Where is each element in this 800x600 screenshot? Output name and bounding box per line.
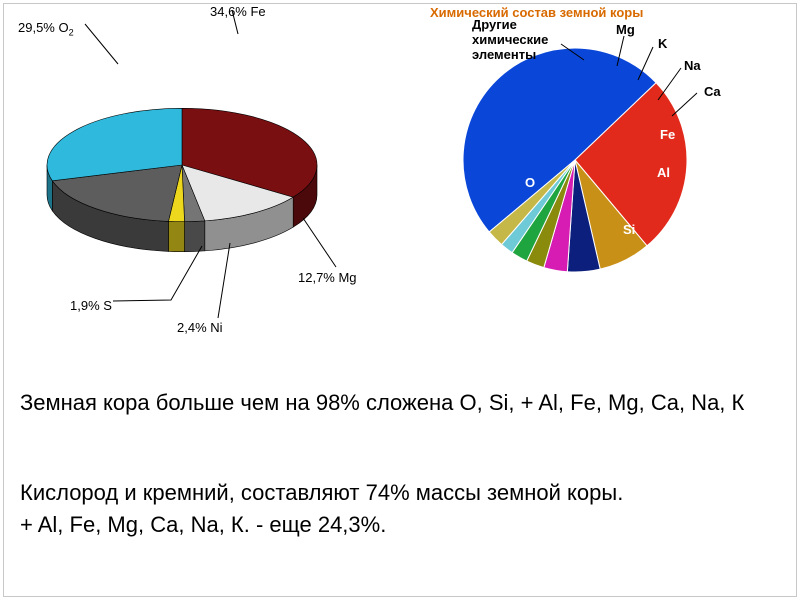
body-paragraph: + Al, Fe, Mg, Ca, Na, К. - еще 24,3%. xyxy=(20,510,760,540)
body-paragraph: Кислород и кремний, составляют 74% массы… xyxy=(20,478,760,508)
body-paragraph: Земная кора больше чем на 98% сложена O,… xyxy=(20,388,760,418)
stage: Химический состав земной коры 34,6% Fe12… xyxy=(0,0,800,600)
right-pie-leaders xyxy=(0,0,800,340)
